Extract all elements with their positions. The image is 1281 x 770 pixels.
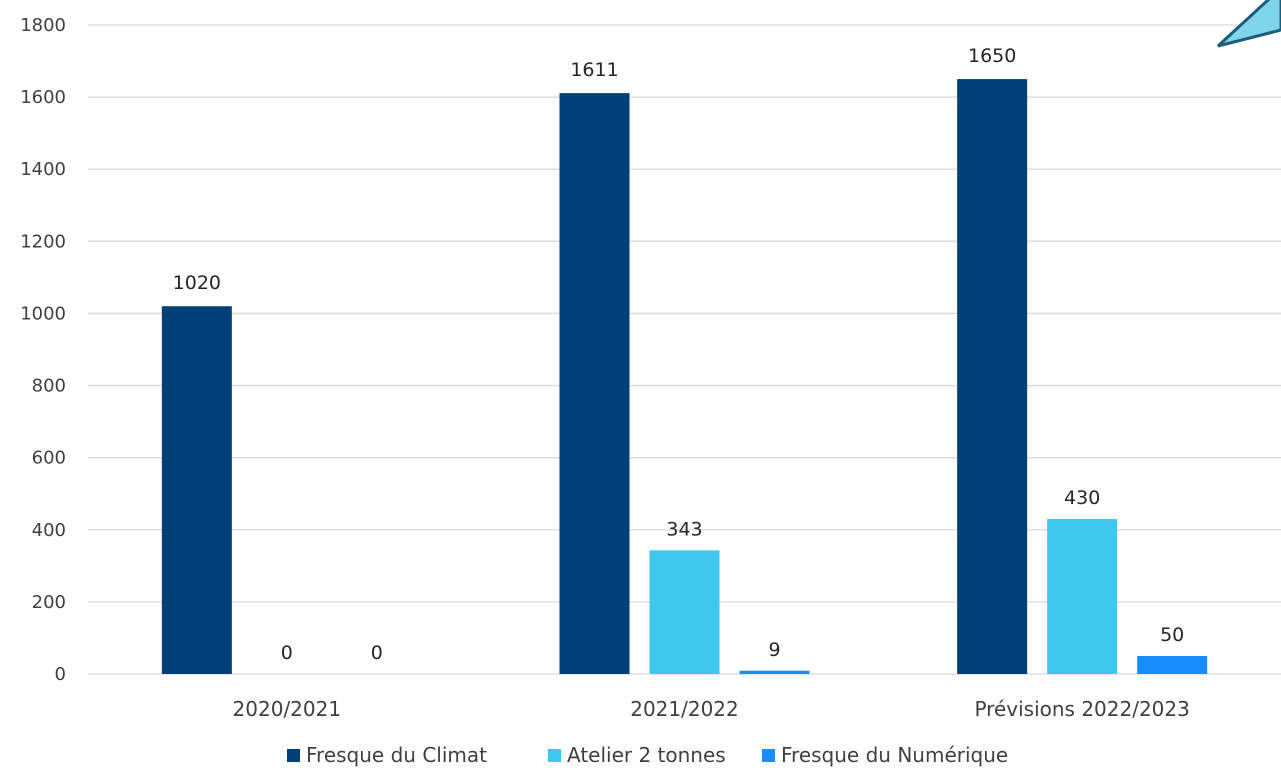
legend-label: Fresque du Climat bbox=[306, 743, 487, 767]
legend-swatch bbox=[548, 749, 561, 762]
legend-swatch bbox=[762, 749, 775, 762]
bar bbox=[1137, 655, 1208, 674]
y-tick-label: 400 bbox=[32, 520, 66, 541]
legend-swatch bbox=[287, 749, 300, 762]
y-tick-label: 200 bbox=[32, 592, 66, 613]
data-label: 50 bbox=[1160, 624, 1184, 646]
y-tick-label: 0 bbox=[55, 664, 66, 685]
data-label: 0 bbox=[371, 642, 383, 664]
data-label: 0 bbox=[281, 642, 293, 664]
bar bbox=[649, 550, 720, 674]
legend: Fresque du Climat Atelier 2 tonnes Fresque… bbox=[287, 743, 1008, 767]
x-category-label: Prévisions 2022/2023 bbox=[974, 697, 1189, 721]
legend-item: Fresque du Climat bbox=[287, 743, 487, 767]
y-tick-label: 1000 bbox=[20, 303, 66, 324]
bar bbox=[161, 306, 232, 674]
legend-item: Atelier 2 tonnes bbox=[548, 743, 726, 767]
bar bbox=[957, 79, 1028, 675]
y-tick-label: 800 bbox=[32, 376, 66, 397]
y-axis-ticks: 0 200 400 600 800 1000 1200 1400 1600 1800 bbox=[20, 15, 66, 685]
data-label: 1650 bbox=[968, 45, 1016, 67]
y-tick-label: 1400 bbox=[20, 159, 66, 180]
data-label: 343 bbox=[666, 518, 702, 540]
legend-item: Fresque du Numérique bbox=[762, 743, 1008, 767]
gridlines bbox=[88, 24, 1281, 675]
x-axis-categories: 2020/2021 2021/2022 Prévisions 2022/2023 bbox=[233, 697, 1190, 721]
y-tick-label: 600 bbox=[32, 448, 66, 469]
decorative-arrow-shape bbox=[1216, 0, 1281, 48]
data-label: 1611 bbox=[570, 59, 618, 81]
x-category-label: 2021/2022 bbox=[630, 697, 739, 721]
bar bbox=[739, 670, 810, 674]
data-label: 9 bbox=[768, 639, 780, 661]
y-tick-label: 1600 bbox=[20, 87, 66, 108]
data-label: 430 bbox=[1064, 487, 1100, 509]
data-labels: 1020 0 0 1611 343 9 1650 430 50 bbox=[173, 45, 1185, 664]
y-tick-label: 1200 bbox=[20, 231, 66, 252]
bar bbox=[559, 93, 630, 674]
x-category-label: 2020/2021 bbox=[233, 697, 342, 721]
bar bbox=[1047, 518, 1118, 674]
legend-label: Fresque du Numérique bbox=[781, 743, 1008, 767]
y-tick-label: 1800 bbox=[20, 15, 66, 36]
legend-label: Atelier 2 tonnes bbox=[567, 743, 726, 767]
bars bbox=[161, 79, 1208, 675]
data-label: 1020 bbox=[173, 272, 221, 294]
